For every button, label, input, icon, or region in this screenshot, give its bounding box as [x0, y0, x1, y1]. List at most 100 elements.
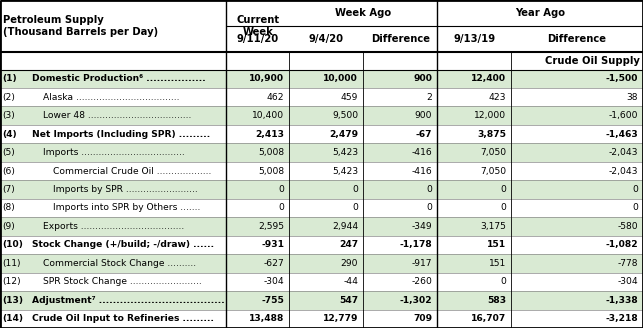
Text: 10,900: 10,900	[249, 74, 284, 83]
Text: 0: 0	[426, 203, 432, 213]
Text: -1,082: -1,082	[605, 240, 638, 249]
Text: -931: -931	[261, 240, 284, 249]
Text: Adjustment⁷ ....................................: Adjustment⁷ ............................…	[32, 296, 224, 305]
Text: 9/13/19: 9/13/19	[453, 34, 495, 44]
Text: 2: 2	[426, 93, 432, 102]
Text: 0: 0	[500, 203, 506, 213]
Text: Domestic Production⁶ .................: Domestic Production⁶ .................	[32, 74, 205, 83]
Text: 5,008: 5,008	[258, 148, 284, 157]
Text: (11): (11)	[2, 259, 21, 268]
Bar	[0, 70, 643, 88]
Bar	[0, 88, 643, 107]
Bar	[0, 254, 643, 273]
Text: Petroleum Supply
(Thousand Barrels per Day): Petroleum Supply (Thousand Barrels per D…	[3, 15, 158, 37]
Text: (2): (2)	[2, 93, 15, 102]
Text: 16,707: 16,707	[471, 314, 506, 323]
Bar	[0, 310, 643, 328]
Text: -416: -416	[412, 148, 432, 157]
Text: Crude Oil Supply: Crude Oil Supply	[545, 56, 640, 66]
Text: 2,595: 2,595	[258, 222, 284, 231]
Text: SPR Stock Change .........................: SPR Stock Change .......................…	[43, 277, 202, 286]
Text: 13,488: 13,488	[249, 314, 284, 323]
Bar	[0, 199, 643, 217]
Text: 12,779: 12,779	[323, 314, 358, 323]
Text: 9,500: 9,500	[332, 111, 358, 120]
Text: -3,218: -3,218	[605, 314, 638, 323]
Text: (3): (3)	[2, 111, 15, 120]
Text: 5,008: 5,008	[258, 167, 284, 175]
Text: 2,479: 2,479	[329, 130, 358, 139]
Text: 290: 290	[341, 259, 358, 268]
Text: 7,050: 7,050	[480, 167, 506, 175]
Bar	[0, 291, 643, 310]
Text: 900: 900	[413, 74, 432, 83]
Text: 0: 0	[278, 185, 284, 194]
Text: -349: -349	[412, 222, 432, 231]
Text: -917: -917	[412, 259, 432, 268]
Text: -67: -67	[415, 130, 432, 139]
Text: Alaska ....................................: Alaska .................................…	[43, 93, 179, 102]
Text: Difference: Difference	[371, 34, 430, 44]
Text: -1,500: -1,500	[605, 74, 638, 83]
Text: 583: 583	[487, 296, 506, 305]
Text: -304: -304	[264, 277, 284, 286]
Text: 459: 459	[341, 93, 358, 102]
Text: Year Ago: Year Ago	[515, 8, 565, 18]
Text: Stock Change (+/build; -/draw) ......: Stock Change (+/build; -/draw) ......	[32, 240, 213, 249]
Text: Imports by SPR .........................: Imports by SPR .........................	[53, 185, 197, 194]
Text: 7,050: 7,050	[480, 148, 506, 157]
Text: 0: 0	[632, 185, 638, 194]
Bar	[0, 162, 643, 180]
Text: Commercial Crude Oil ...................: Commercial Crude Oil ...................	[53, 167, 211, 175]
Text: 423: 423	[489, 93, 506, 102]
Text: (5): (5)	[2, 148, 15, 157]
Text: 151: 151	[489, 259, 506, 268]
Text: -755: -755	[261, 296, 284, 305]
Text: Net Imports (Including SPR) .........: Net Imports (Including SPR) .........	[32, 130, 210, 139]
Bar	[0, 107, 643, 125]
Text: Week Ago: Week Ago	[335, 8, 392, 18]
Text: -416: -416	[412, 167, 432, 175]
Text: Imports ....................................: Imports ................................…	[43, 148, 185, 157]
Text: -260: -260	[412, 277, 432, 286]
Text: (10): (10)	[2, 240, 23, 249]
Text: 5,423: 5,423	[332, 148, 358, 157]
Bar	[0, 236, 643, 254]
Text: 38: 38	[626, 93, 638, 102]
Text: Exports ....................................: Exports ................................…	[43, 222, 185, 231]
Text: Difference: Difference	[548, 34, 606, 44]
Text: Crude Oil Input to Refineries .........: Crude Oil Input to Refineries .........	[32, 314, 213, 323]
Text: (12): (12)	[2, 277, 21, 286]
Text: 462: 462	[267, 93, 284, 102]
Text: 0: 0	[426, 185, 432, 194]
Text: 0: 0	[352, 185, 358, 194]
Text: 0: 0	[500, 277, 506, 286]
Text: 2,413: 2,413	[255, 130, 284, 139]
Text: -2,043: -2,043	[608, 148, 638, 157]
Text: -1,463: -1,463	[605, 130, 638, 139]
Text: 9/11/20: 9/11/20	[237, 34, 279, 44]
Text: -778: -778	[617, 259, 638, 268]
Bar	[0, 180, 643, 199]
Text: Imports into SPR by Others .......: Imports into SPR by Others .......	[53, 203, 200, 213]
Bar	[0, 125, 643, 143]
Text: -1,302: -1,302	[399, 296, 432, 305]
Text: -304: -304	[617, 277, 638, 286]
Text: (13): (13)	[2, 296, 23, 305]
Text: 9/4/20: 9/4/20	[309, 34, 344, 44]
Text: -580: -580	[617, 222, 638, 231]
Text: (9): (9)	[2, 222, 15, 231]
Text: -1,338: -1,338	[605, 296, 638, 305]
Text: -1,178: -1,178	[399, 240, 432, 249]
Bar	[0, 217, 643, 236]
Text: (7): (7)	[2, 185, 15, 194]
Bar	[0, 273, 643, 291]
Text: 247: 247	[339, 240, 358, 249]
Text: (8): (8)	[2, 203, 15, 213]
Text: 900: 900	[415, 111, 432, 120]
Text: 3,875: 3,875	[477, 130, 506, 139]
Text: 151: 151	[487, 240, 506, 249]
Text: Commercial Stock Change ..........: Commercial Stock Change ..........	[43, 259, 196, 268]
Text: -1,600: -1,600	[608, 111, 638, 120]
Text: (1): (1)	[2, 74, 17, 83]
